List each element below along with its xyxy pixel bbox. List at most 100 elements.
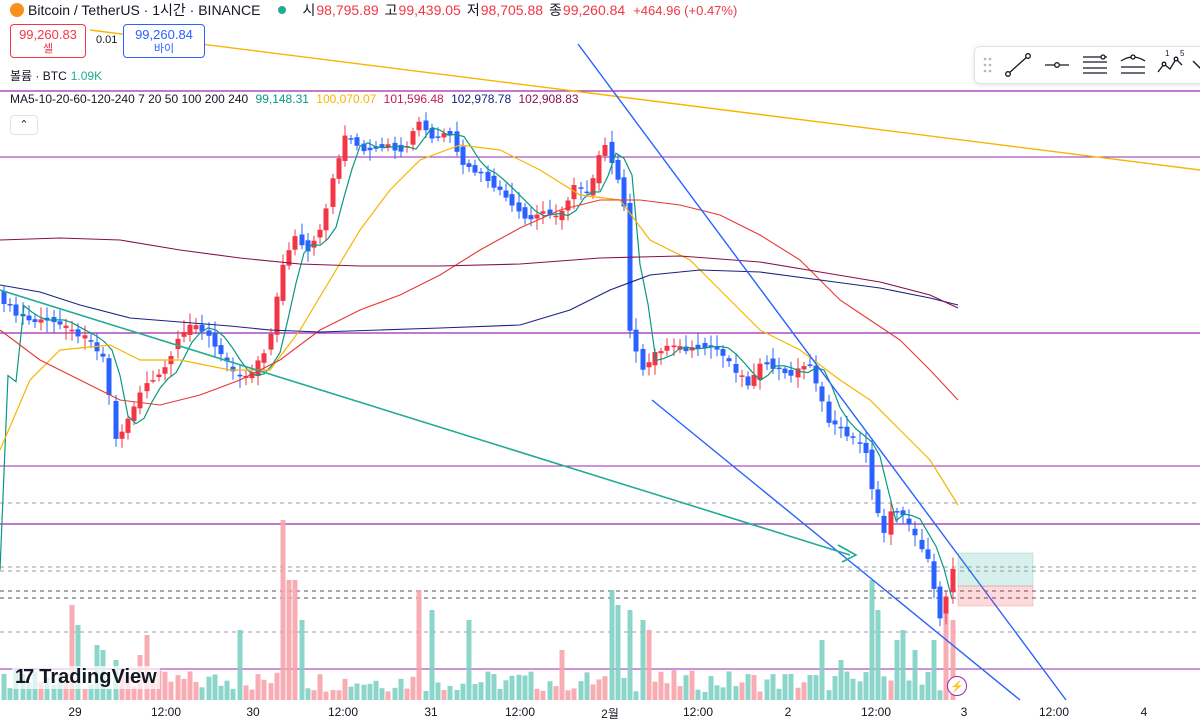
- chevron-up-icon[interactable]: ⌃: [10, 115, 38, 135]
- candle-body: [695, 344, 701, 349]
- volume-bar: [429, 610, 435, 700]
- volume-bar: [292, 580, 298, 700]
- market-open-icon: [278, 6, 287, 14]
- candle-body: [367, 147, 373, 151]
- open-label: 시: [302, 2, 316, 18]
- candle-body: [782, 368, 788, 374]
- candle-body: [26, 315, 32, 321]
- ma-legend[interactable]: MA5-10-20-60-120-240 7 20 50 100 200 240…: [10, 92, 583, 106]
- volume-bar: [299, 620, 305, 700]
- candle-body: [832, 420, 838, 425]
- volume-bar: [826, 690, 832, 700]
- volume-bar: [615, 605, 621, 700]
- volume-bar: [199, 687, 205, 700]
- candle-body: [75, 329, 81, 337]
- ma-line-20: [0, 144, 959, 506]
- volume-bar: [181, 678, 187, 700]
- volume-bar: [559, 650, 565, 700]
- volume-bar: [7, 688, 13, 700]
- x-tick-label: 29: [68, 705, 82, 719]
- volume-bar: [398, 678, 404, 700]
- candle-body: [193, 325, 199, 330]
- candle-body: [503, 190, 509, 198]
- volume-bar: [571, 688, 577, 700]
- candle-body: [596, 155, 602, 184]
- volume-bar: [925, 672, 931, 700]
- high-label: 고: [384, 2, 398, 18]
- candle-body: [857, 442, 863, 444]
- x-tick-label: 2월: [601, 707, 619, 721]
- candle-body: [435, 136, 441, 138]
- horizontal-ray-icon[interactable]: [1045, 62, 1069, 68]
- candlesticks: [1, 112, 956, 627]
- volume-legend[interactable]: 볼륨 · BTC 1.09K: [10, 67, 102, 84]
- candle-body: [119, 431, 125, 439]
- volume-bar: [906, 680, 912, 700]
- volume-bar: [838, 660, 844, 700]
- volume-bar: [342, 678, 348, 700]
- candle-body: [906, 518, 912, 525]
- wave-label-1: 1: [1165, 49, 1170, 58]
- symbol-title[interactable]: Bitcoin / TetherUS · 1시간 · BINANCE: [28, 2, 261, 18]
- drag-handle-icon[interactable]: [983, 57, 992, 73]
- candle-body: [317, 229, 323, 238]
- candle-body: [187, 324, 193, 335]
- volume-bar: [26, 682, 32, 700]
- candle-body: [330, 178, 336, 207]
- candle-body: [32, 319, 38, 322]
- parallel-channel-icon[interactable]: [1083, 54, 1107, 74]
- candle-body: [516, 202, 522, 212]
- volume-label: 볼륨 · BTC: [10, 69, 67, 83]
- x-tick-label: 12:00: [1038, 705, 1070, 719]
- lightning-icon[interactable]: ⚡: [947, 676, 967, 696]
- volume-bar: [795, 687, 801, 700]
- volume-bar: [912, 650, 918, 700]
- volume-bar: [38, 682, 44, 700]
- candle-body: [268, 333, 274, 350]
- volume-bar: [280, 520, 286, 700]
- candle-body: [838, 426, 844, 429]
- candle-body: [943, 596, 949, 614]
- more-tools-icon[interactable]: [1192, 60, 1200, 69]
- candle-body: [888, 511, 894, 535]
- candle-body: [416, 121, 422, 131]
- volume-bar: [757, 691, 763, 700]
- candle-body: [602, 145, 608, 156]
- candle-body: [764, 362, 770, 365]
- trend-line-icon[interactable]: [1005, 53, 1031, 77]
- volume-bar: [224, 680, 230, 700]
- sell-button[interactable]: 99,260.83 셀: [10, 24, 86, 58]
- candle-body: [819, 386, 825, 402]
- volume-bar: [621, 677, 627, 700]
- volume-bar: [206, 676, 212, 700]
- candle-body: [125, 418, 131, 433]
- volume-bar: [497, 688, 503, 700]
- candle-body: [410, 131, 416, 145]
- volume-bar: [1, 673, 7, 700]
- fib-retracement-icon[interactable]: [1120, 54, 1146, 74]
- x-tick-label: 3: [960, 705, 968, 719]
- spread-value: 0.01: [96, 34, 118, 46]
- ma-value-60: 101,596.48: [383, 92, 444, 106]
- candle-body: [795, 368, 801, 378]
- volume-bar: [416, 590, 422, 700]
- candle-body: [615, 159, 621, 180]
- volume-bar: [534, 688, 540, 700]
- candle-body: [559, 210, 565, 221]
- candle-body: [175, 338, 181, 349]
- sell-label: 셀: [42, 43, 54, 55]
- candle-body: [776, 367, 782, 370]
- elliott-wave-icon[interactable]: [1157, 56, 1183, 73]
- volume-bar: [212, 674, 218, 700]
- volume-bar: [106, 688, 112, 700]
- volume-bar: [894, 640, 900, 700]
- volume-bar: [677, 686, 683, 700]
- volume-value: 1.09K: [70, 69, 103, 83]
- candle-body: [664, 345, 670, 351]
- candle-body: [658, 351, 664, 354]
- candle-body: [540, 211, 546, 214]
- candle-body: [807, 364, 813, 366]
- buy-button[interactable]: 99,260.84 바이: [123, 24, 205, 58]
- volume-bar: [633, 691, 639, 700]
